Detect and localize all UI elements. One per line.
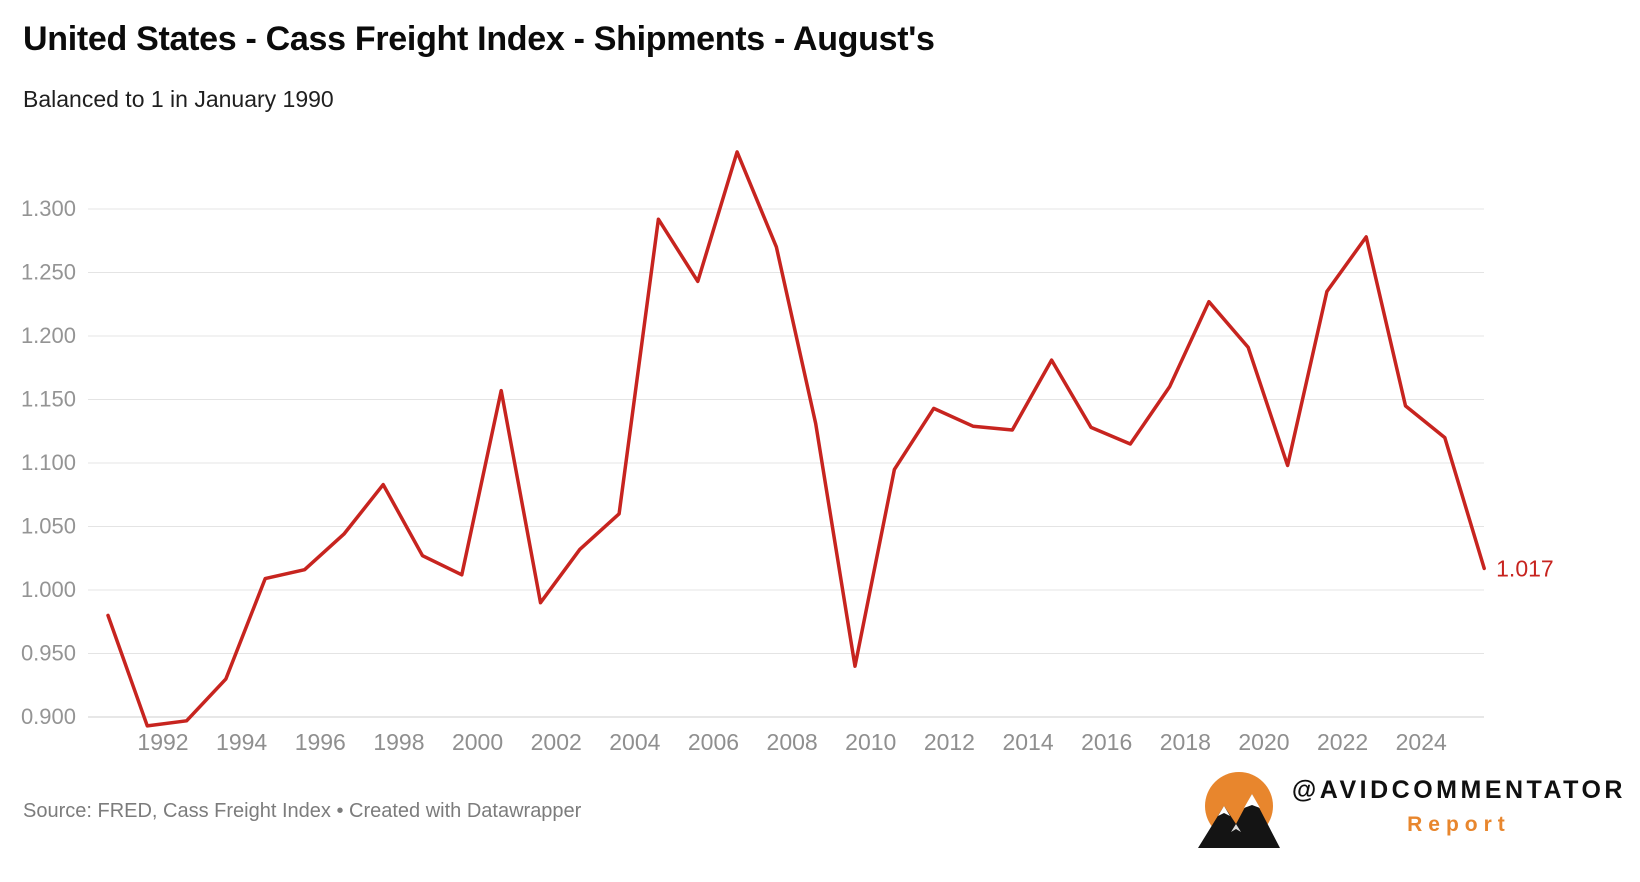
chart-title: United States - Cass Freight Index - Shi…: [23, 20, 935, 58]
x-tick-label: 1994: [216, 729, 267, 755]
x-tick-label: 2010: [845, 729, 896, 755]
x-tick-label: 1996: [295, 729, 346, 755]
brand-subtitle: Report: [1407, 813, 1511, 836]
line-chart: 0.900 0.950 1.000 1.050 1.100 1.150 1.200 1.250…: [21, 150, 1554, 755]
y-tick-label: 1.250: [21, 260, 76, 285]
x-tick-label: 2006: [688, 729, 739, 755]
y-tick-label: 0.900: [21, 704, 76, 729]
x-tick-label: 1998: [373, 729, 424, 755]
x-tick-label: 2002: [531, 729, 582, 755]
x-tick-label: 2022: [1317, 729, 1368, 755]
brand-handle: @AVIDCOMMENTATOR: [1291, 776, 1626, 804]
x-tick-label: 2018: [1160, 729, 1211, 755]
chart-subtitle: Balanced to 1 in January 1990: [23, 86, 334, 112]
x-tick-label: 2008: [767, 729, 818, 755]
source-note: Source: FRED, Cass Freight Index • Creat…: [23, 800, 582, 822]
y-tick-label: 1.200: [21, 323, 76, 348]
x-tick-label: 2020: [1238, 729, 1289, 755]
x-tick-label: 2024: [1396, 729, 1447, 755]
brand-texts: @AVIDCOMMENTATOR Report: [1292, 768, 1626, 837]
brand-block: @AVIDCOMMENTATOR Report: [1194, 768, 1626, 860]
y-tick-label: 1.050: [21, 514, 76, 539]
x-tick-label: 2016: [1081, 729, 1132, 755]
y-tick-label: 1.300: [21, 196, 76, 221]
x-tick-label: 2012: [924, 729, 975, 755]
mountain-logo-icon: [1197, 772, 1280, 848]
x-tick-label: 2000: [452, 729, 503, 755]
y-tick-label: 1.150: [21, 387, 76, 412]
x-tick-label: 1992: [137, 729, 188, 755]
y-tick-label: 1.000: [21, 577, 76, 602]
x-tick-label: 2004: [609, 729, 660, 755]
x-tick-label: 2014: [1002, 729, 1053, 755]
y-tick-label: 1.100: [21, 450, 76, 475]
series-line: [106, 150, 1486, 728]
y-tick-label: 0.950: [21, 641, 76, 666]
end-value-label: 1.017: [1496, 555, 1554, 581]
